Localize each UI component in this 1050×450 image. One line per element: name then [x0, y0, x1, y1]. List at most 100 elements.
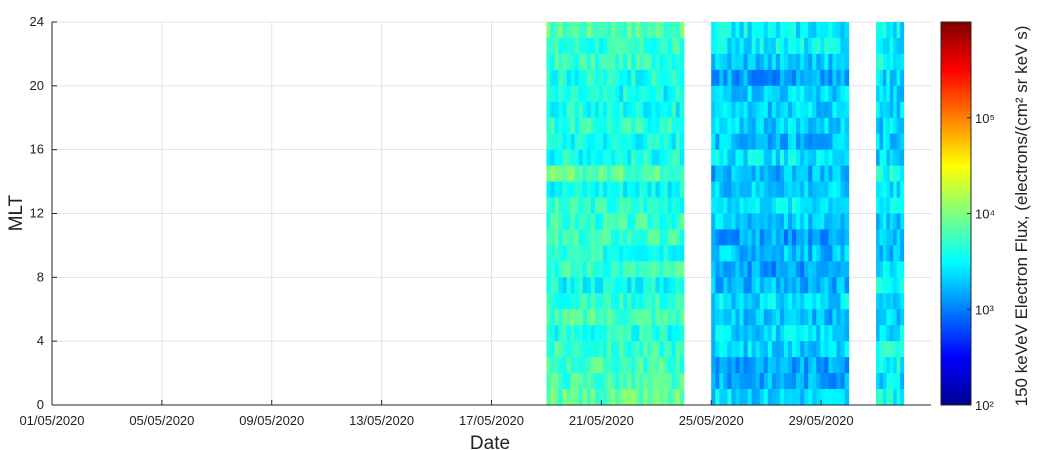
heatmap-cell	[598, 85, 604, 103]
heatmap-cell	[602, 373, 608, 390]
heatmap-cell	[558, 101, 564, 119]
heatmap-cell	[800, 133, 805, 151]
heatmap-cell	[828, 101, 834, 119]
heatmap-cell	[820, 37, 825, 55]
heatmap-cell	[619, 165, 624, 183]
heatmap-cell	[779, 69, 785, 87]
heatmap-cell	[578, 53, 584, 71]
heatmap-cell	[767, 277, 773, 294]
heatmap-cell	[562, 165, 568, 183]
heatmap-cell	[783, 389, 789, 406]
heatmap-cell	[893, 69, 898, 87]
heatmap-cell	[558, 357, 564, 374]
heatmap-cell	[723, 341, 729, 358]
heatmap-cell	[889, 22, 894, 39]
heatmap-cell	[550, 245, 556, 262]
heatmap-cell	[558, 309, 564, 326]
heatmap-cell	[639, 133, 644, 151]
heatmap-cell	[671, 389, 677, 406]
heatmap-cell	[590, 229, 596, 247]
heatmap-cell	[635, 229, 640, 247]
heatmap-cell	[828, 165, 834, 183]
heatmap-cell	[667, 69, 673, 87]
heatmap-cell	[611, 69, 616, 87]
y-tick-label: 12	[30, 206, 44, 221]
heatmap-cell	[767, 341, 773, 358]
heatmap-cell	[751, 85, 757, 103]
heatmap-cell	[893, 197, 898, 215]
heatmap-cell	[832, 261, 838, 278]
heatmap-cell	[627, 309, 632, 326]
heatmap-cell	[743, 149, 749, 167]
heatmap-cell	[840, 309, 846, 326]
heatmap-cell	[663, 357, 669, 374]
heatmap-cell	[631, 22, 636, 39]
heatmap-cell	[735, 197, 741, 215]
heatmap-cell	[739, 229, 745, 247]
heatmap-cell	[590, 133, 596, 151]
heatmap-cell	[655, 357, 661, 374]
heatmap-cell	[723, 293, 729, 310]
heatmap-cell	[755, 373, 761, 390]
heatmap-cell	[820, 293, 825, 310]
heatmap-cell	[735, 213, 741, 231]
heatmap-cell	[751, 261, 757, 278]
heatmap-cell	[582, 133, 588, 151]
heatmap-cell	[619, 277, 624, 294]
heatmap-cell	[735, 165, 741, 183]
heatmap-cell	[647, 373, 653, 390]
heatmap-cell	[840, 261, 846, 278]
heatmap-cell	[723, 389, 729, 406]
heatmap-cell	[723, 85, 729, 103]
heatmap-cell	[615, 37, 620, 55]
heatmap-cell	[651, 389, 657, 406]
heatmap-cell	[844, 357, 850, 374]
heatmap-cell	[747, 181, 753, 199]
heatmap-cell	[893, 293, 898, 310]
heatmap-cell	[570, 69, 576, 87]
heatmap-cell	[594, 53, 600, 71]
heatmap-cell	[808, 373, 813, 390]
heatmap-cell	[900, 213, 905, 231]
heatmap-cell	[727, 341, 733, 358]
heatmap-cell	[602, 213, 608, 231]
heatmap-cell	[731, 261, 737, 278]
heatmap-cell	[615, 117, 620, 135]
heatmap-cell	[550, 22, 556, 39]
heatmap-cell	[570, 245, 576, 262]
heatmap-cell	[775, 373, 781, 390]
heatmap-cell	[566, 341, 572, 358]
heatmap-cell	[788, 69, 793, 87]
heatmap-cell	[590, 213, 596, 231]
heatmap-cell	[747, 197, 753, 215]
heatmap-cell	[876, 373, 881, 390]
heatmap-cell	[735, 373, 741, 390]
heatmap-cell	[751, 37, 757, 55]
heatmap-cell	[627, 389, 632, 406]
heatmap-cell	[582, 22, 588, 39]
heatmap-cell	[800, 149, 805, 167]
heatmap-cell	[619, 133, 624, 151]
heatmap-cell	[639, 117, 644, 135]
heatmap-cell	[751, 277, 757, 294]
heatmap-cell	[876, 357, 881, 374]
heatmap-cell	[836, 133, 842, 151]
heatmap-cell	[824, 37, 829, 55]
heatmap-cell	[602, 117, 608, 135]
heatmap-cell	[667, 117, 673, 135]
heatmap-cell	[876, 293, 881, 310]
heatmap-cell	[578, 165, 584, 183]
heatmap-cell	[611, 293, 616, 310]
heatmap-cell	[675, 389, 681, 406]
heatmap-cell	[840, 389, 846, 406]
heatmap-cell	[723, 181, 729, 199]
heatmap-cell	[800, 389, 805, 406]
heatmap-cell	[886, 293, 891, 310]
heatmap-cell	[639, 213, 644, 231]
heatmap-cell	[886, 101, 891, 119]
heatmap-cell	[611, 117, 616, 135]
heatmap-cell	[804, 229, 809, 247]
heatmap-cell	[667, 37, 673, 55]
heatmap-cell	[619, 181, 624, 199]
heatmap-cell	[886, 165, 891, 183]
